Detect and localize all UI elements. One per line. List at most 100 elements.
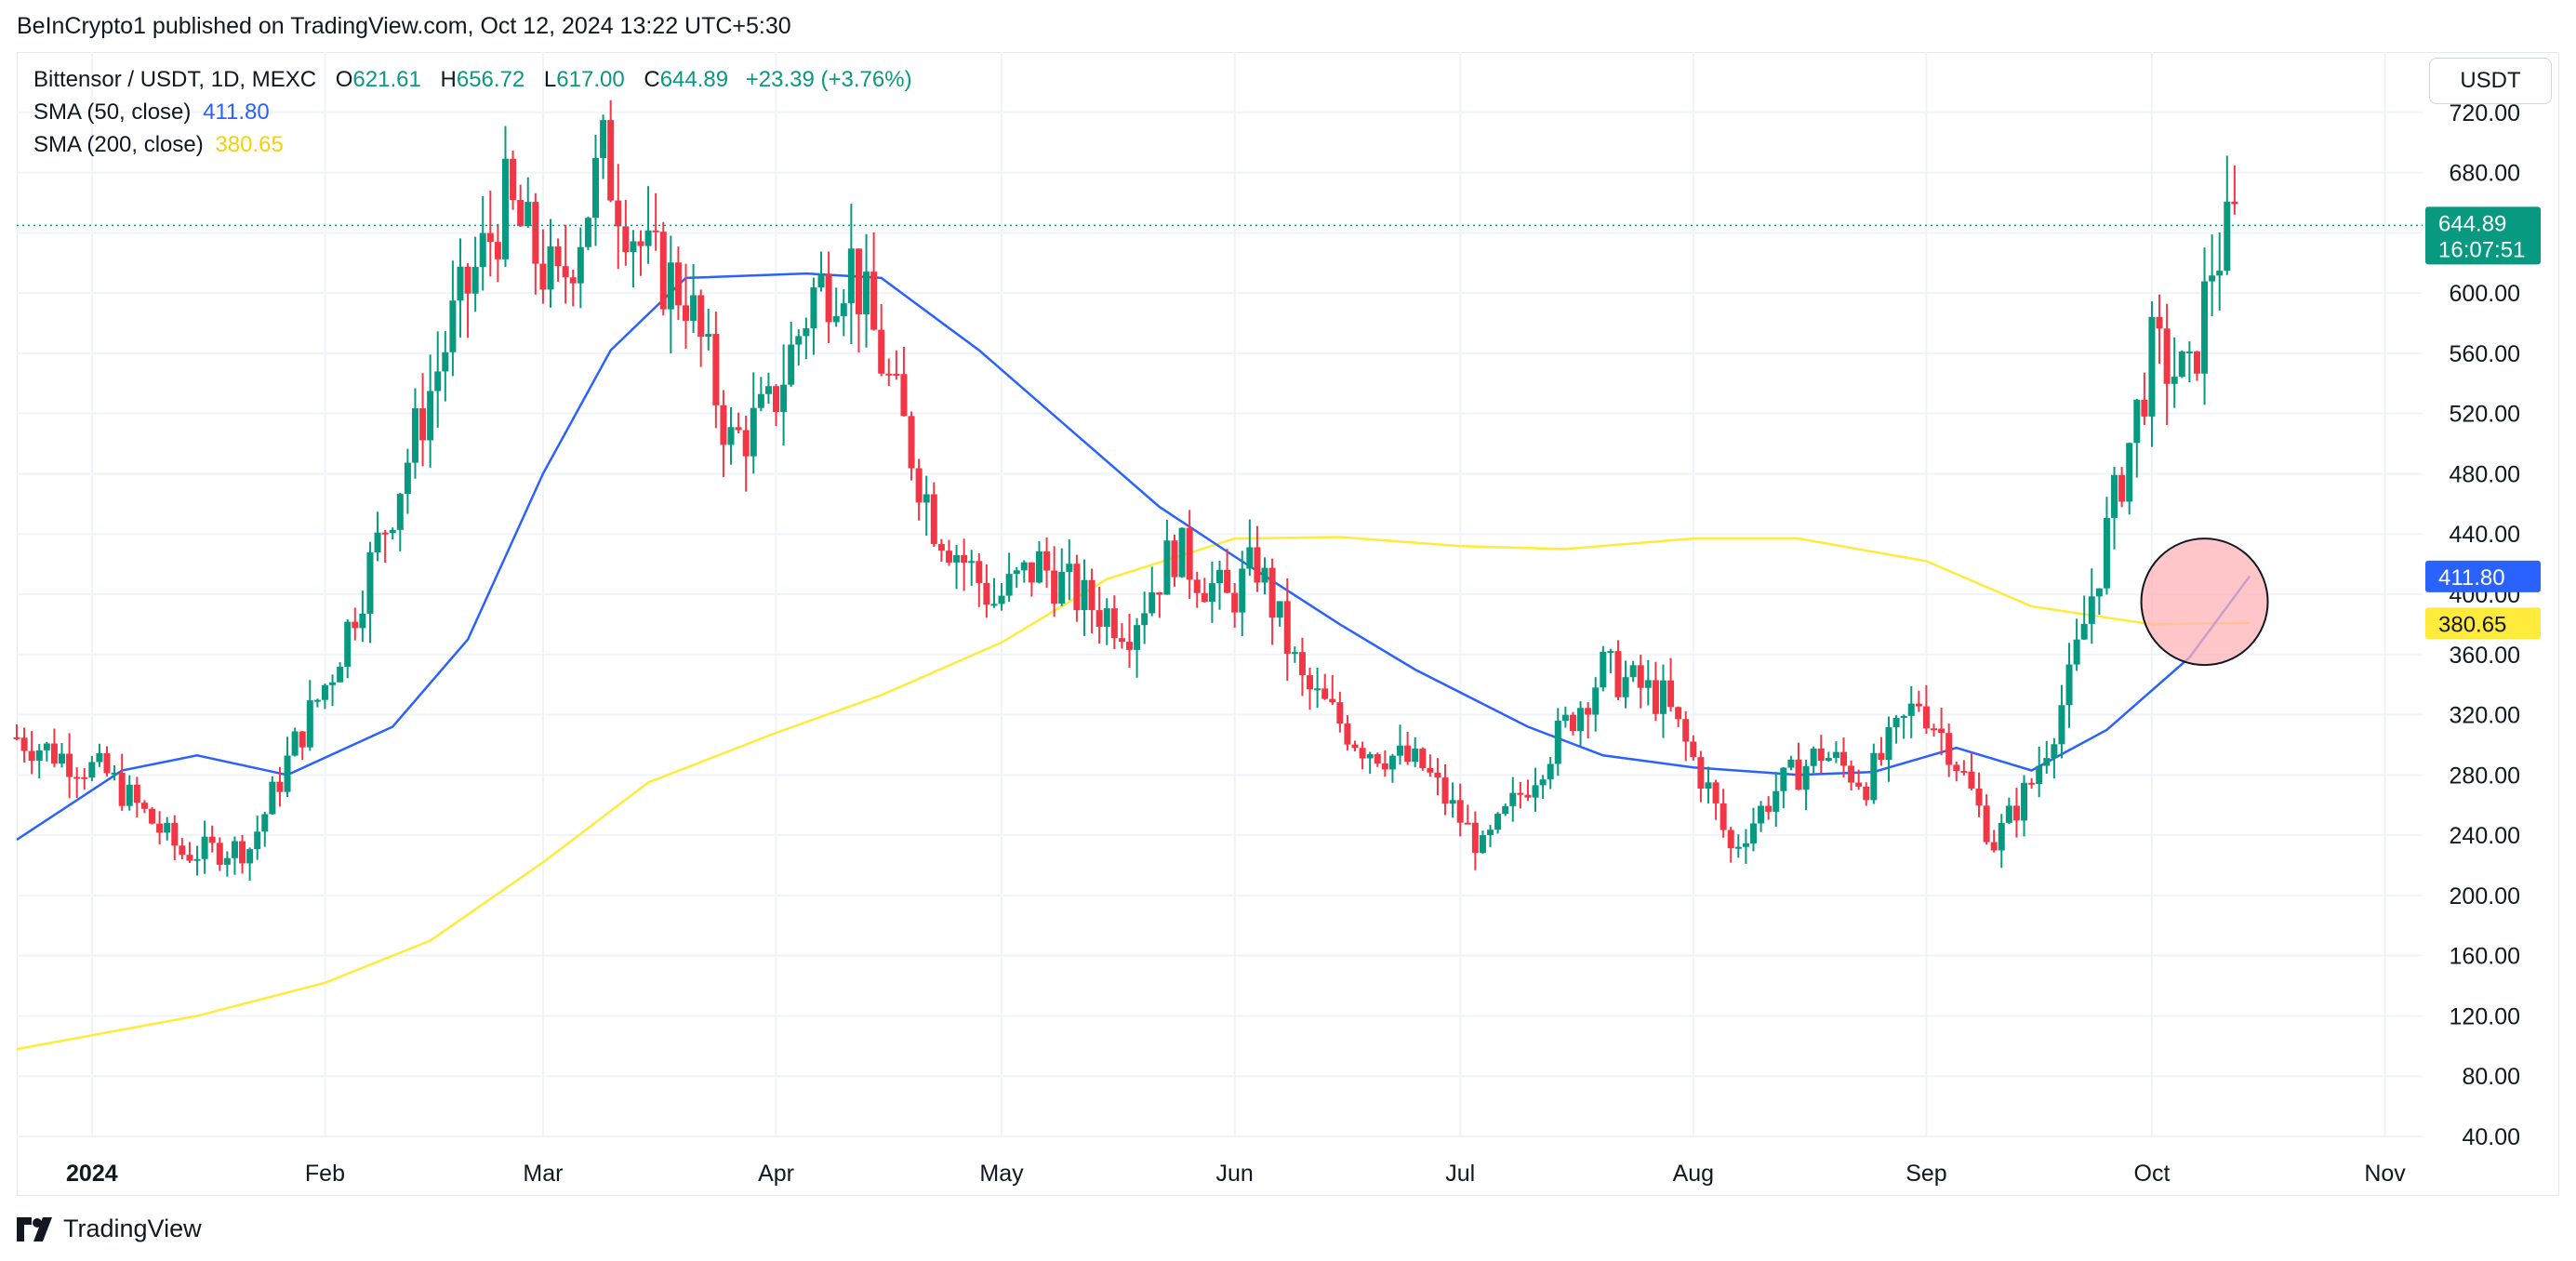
open-value: 621.61 bbox=[352, 67, 421, 92]
last-price-badge-price: 644.89 bbox=[2438, 211, 2506, 236]
candle-body bbox=[2201, 281, 2209, 374]
sma50-line bbox=[16, 272, 2251, 842]
candle-body bbox=[471, 267, 479, 294]
candle-body bbox=[179, 845, 186, 856]
candle-body bbox=[1171, 540, 1178, 577]
candle-body bbox=[1855, 782, 1863, 787]
x-tick-label: Jul bbox=[1445, 1161, 1475, 1187]
currency-button[interactable]: USDT bbox=[2429, 58, 2552, 104]
candle-body bbox=[1374, 753, 1381, 763]
candle-body bbox=[1020, 562, 1028, 571]
candle-body bbox=[1697, 757, 1705, 790]
candle-body bbox=[1208, 583, 1215, 603]
candle-body bbox=[2012, 805, 2020, 821]
candle-body bbox=[359, 613, 366, 629]
candle-body bbox=[1035, 551, 1042, 583]
candle-body bbox=[644, 230, 652, 246]
candle-body bbox=[216, 843, 223, 865]
candle-body bbox=[1690, 741, 1697, 758]
candle-body bbox=[683, 305, 690, 321]
candle-body bbox=[637, 241, 644, 246]
candle-body bbox=[1758, 805, 1765, 824]
symbol-label: Bittensor / USDT, 1D, MEXC bbox=[33, 67, 317, 92]
candle-body bbox=[1675, 707, 1682, 720]
candle-body bbox=[1095, 610, 1103, 627]
candle-body bbox=[1682, 719, 1690, 742]
candle-body bbox=[20, 737, 28, 751]
candle-body bbox=[2193, 351, 2200, 374]
candle-body bbox=[374, 532, 381, 553]
chart-legend: Bittensor / USDT, 1D, MEXC O621.61 H656.… bbox=[33, 63, 912, 161]
candle-body bbox=[1502, 805, 1509, 815]
candle-body bbox=[870, 272, 878, 330]
candle-body bbox=[600, 120, 607, 158]
last-price-badge-countdown: 16:07:51 bbox=[2438, 237, 2525, 262]
candle-body bbox=[1554, 721, 1561, 764]
candle-body bbox=[1314, 688, 1321, 691]
candle-body bbox=[366, 552, 374, 614]
candle-body bbox=[1201, 592, 1208, 603]
candle-body bbox=[1110, 608, 1118, 639]
candle-body bbox=[1983, 805, 1990, 843]
footer-brand-text: TradingView bbox=[63, 1215, 202, 1242]
candle-body bbox=[1283, 601, 1291, 654]
candle-body bbox=[2118, 474, 2126, 502]
candle-body bbox=[239, 841, 246, 864]
candle-body bbox=[111, 772, 118, 775]
candle-body bbox=[299, 731, 306, 748]
candle-body bbox=[1863, 786, 1870, 801]
candle-body bbox=[404, 462, 411, 495]
footer-brand[interactable]: TradingView bbox=[17, 1215, 202, 1243]
candle-body bbox=[539, 263, 547, 290]
candle-body bbox=[494, 242, 501, 259]
candle-body bbox=[524, 202, 532, 227]
candle-body bbox=[1810, 748, 1817, 766]
candle-body bbox=[1787, 759, 1795, 768]
sma50-value: 411.80 bbox=[203, 100, 270, 125]
candle-body bbox=[1592, 687, 1600, 715]
candle-body bbox=[1193, 579, 1201, 593]
candle-body bbox=[1359, 748, 1366, 759]
candle-body bbox=[442, 352, 449, 372]
candle-body bbox=[2209, 275, 2216, 282]
candle-body bbox=[1577, 708, 1585, 732]
highlight-circle bbox=[2140, 538, 2269, 667]
candle-body bbox=[674, 262, 682, 306]
candle-body bbox=[411, 408, 418, 463]
candle-body bbox=[50, 743, 58, 764]
candle-body bbox=[510, 158, 517, 201]
candle-body bbox=[855, 248, 862, 314]
candle-body bbox=[2231, 201, 2238, 205]
candle-body bbox=[562, 266, 569, 278]
candle-body bbox=[720, 405, 727, 445]
candle-body bbox=[1998, 822, 2005, 851]
candle-body bbox=[2065, 664, 2073, 706]
candle-body bbox=[1517, 792, 1524, 795]
candle-body bbox=[501, 158, 509, 259]
candle-body bbox=[832, 315, 840, 323]
candles bbox=[13, 100, 2238, 882]
candle-body bbox=[1629, 665, 1637, 678]
candle-body bbox=[2051, 744, 2058, 759]
candle-body bbox=[878, 329, 885, 374]
candle-body bbox=[276, 781, 284, 792]
candle-body bbox=[2224, 201, 2231, 272]
high-value: 656.72 bbox=[456, 67, 525, 92]
candle-body bbox=[1043, 551, 1051, 571]
x-tick-label: May bbox=[979, 1161, 1024, 1187]
candle-body bbox=[389, 529, 396, 534]
candle-body bbox=[2216, 271, 2224, 276]
candle-body bbox=[930, 494, 937, 544]
candle-body bbox=[697, 295, 705, 338]
candle-body bbox=[825, 273, 832, 323]
candle-body bbox=[908, 416, 915, 469]
candle-body bbox=[2058, 705, 2065, 745]
candle-body bbox=[1329, 698, 1336, 703]
x-tick-label: Mar bbox=[523, 1161, 563, 1187]
candle-body bbox=[1254, 547, 1261, 583]
candle-body bbox=[306, 700, 313, 748]
candle-body bbox=[1419, 749, 1427, 768]
x-tick-label: Aug bbox=[1673, 1161, 1714, 1187]
